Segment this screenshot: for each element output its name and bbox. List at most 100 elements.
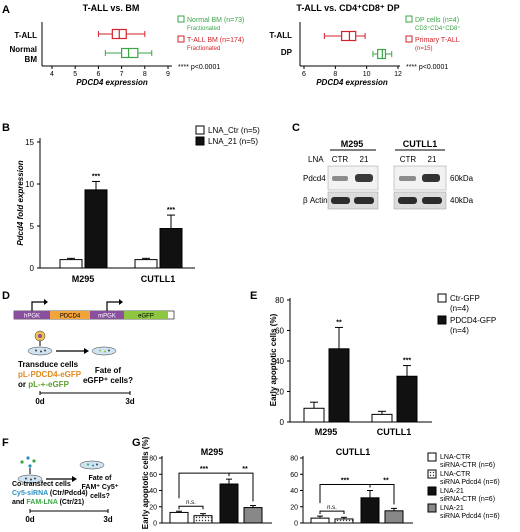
panel-f-line-3: and FAM-LNA (Ctr/21)	[12, 499, 84, 506]
panel-letter-b: B	[2, 122, 10, 134]
bar	[134, 259, 158, 269]
vector-mpgk	[90, 311, 124, 319]
panel-a-right-label-tall: T-ALL	[269, 31, 292, 40]
panel-letter-c: C	[292, 122, 300, 134]
legend-sublabel: siRNA-CTR (n=6)	[440, 496, 495, 503]
legend-sublabel: (n=15)	[415, 46, 433, 52]
panel-f-process-arrow-head	[72, 476, 77, 482]
panel-a-right-pvalue: **** p<0.0001	[406, 64, 448, 71]
legend-n: (n=4)	[450, 304, 469, 313]
legend-swatch	[405, 35, 413, 43]
bracket-s2	[370, 484, 395, 505]
bar	[243, 507, 263, 524]
panel-f-fate-3: cells?	[90, 493, 110, 500]
bracket-ns-label: n.s.	[327, 505, 337, 511]
legend-sublabel: siRNA Pdcd4 (n=6)	[440, 479, 500, 486]
western-blot-image	[327, 165, 447, 210]
category-label: M295	[72, 274, 95, 284]
panel-a-left-label-bm-2: BM	[25, 55, 38, 64]
legend-sublabel: siRNA Pdcd4 (n=6)	[440, 513, 500, 520]
blot-cell-line-m295: M295	[341, 139, 364, 149]
panel-e: E Early apoptotic cells (%) 0 20 40 60 80 **…	[250, 290, 496, 437]
panel-f-and: and	[12, 499, 26, 506]
legend-swatch	[427, 469, 437, 479]
panel-f-line-1: Co-transfect cells	[12, 481, 71, 488]
panel-f-dish-start	[17, 474, 43, 484]
y-tick-label: 40	[275, 357, 284, 366]
panel-b-ylabel: Pdcd4 fold expression	[16, 160, 25, 245]
panel-a-right-title: T-ALL vs. CD4⁺CD8⁺ DP	[296, 3, 399, 13]
bar	[310, 517, 330, 524]
panel-letter-a: A	[2, 4, 10, 16]
panel-d-construct-1: pL-PDCD4-eGFP	[18, 370, 82, 379]
category-label: M295	[315, 427, 338, 437]
promoter-arrow-2-head	[119, 299, 123, 305]
panel-a-left-xlabel: PDCD4 expression	[76, 78, 148, 87]
blot-lane-1: CTR	[332, 155, 349, 164]
vector-label-pdcd4: PDCD4	[60, 314, 81, 320]
vector-label-hpgk: hPGK	[24, 314, 40, 320]
y-tick-label: 0	[153, 521, 157, 528]
vector-label-egfp: eGFP	[138, 314, 154, 320]
legend-label: Ctr-GFP	[450, 294, 480, 303]
dish-icon-start	[27, 346, 53, 356]
box-iqr	[377, 48, 387, 60]
legend-label: PDCD4-GFP	[450, 316, 496, 325]
x-tick-label: 8	[333, 71, 337, 78]
legend-sublabel: siRNA-CTR (n=6)	[440, 462, 495, 469]
panel-a-right-xlabel: PDCD4 expression	[316, 78, 388, 87]
y-tick-label: 80	[149, 456, 157, 463]
panel-f-ctr-pdcd4: (Ctr/Pdcd4)	[48, 490, 88, 497]
blot-lane-4: 21	[428, 155, 437, 164]
lentivirus-icon	[34, 330, 46, 342]
chart-title: CUTLL1	[336, 447, 371, 457]
legend-label: Normal BM (n=73)	[187, 17, 244, 24]
panel-d-construct-line: or pL-+-eGFP	[18, 380, 70, 389]
y-tick-label: 20	[290, 504, 298, 511]
bracket-s2	[229, 472, 254, 502]
panel-d-day0: 0d	[35, 397, 44, 406]
panel-e-bars: ** M295 *** CUTLL1	[303, 319, 418, 437]
legend-swatch	[177, 15, 185, 23]
panel-g: G Early apoptotic cells (%) M295 0 20 40 60 8…	[132, 436, 500, 529]
panel-d-construct-2: pL-+-eGFP	[28, 380, 69, 389]
x-tick-label: 6	[96, 71, 100, 78]
y-tick-label: 40	[149, 488, 157, 495]
bracket-s1-label: ***	[200, 466, 208, 473]
panel-letter-e: E	[250, 290, 257, 302]
bar	[328, 348, 350, 423]
panel-d-step: Transduce cells	[18, 360, 79, 369]
y-tick-label: 0	[30, 264, 35, 273]
legend-swatch	[437, 293, 447, 303]
panel-d-day3: 3d	[125, 397, 134, 406]
box-iqr	[120, 47, 139, 59]
legend-label: LNA-21	[440, 505, 464, 512]
panel-g-ylabel: Early apoptotic cells (%)	[141, 436, 150, 529]
panel-f-cy5: Cy5-siRNA	[12, 490, 48, 497]
y-tick-label: 20	[275, 388, 284, 397]
dish-icon-end	[91, 346, 117, 356]
legend-label: LNA-CTR	[440, 471, 470, 478]
panel-b-bars: *** M295 *** CUTLL1	[59, 173, 183, 284]
bracket-ns	[319, 510, 345, 515]
bar	[219, 483, 239, 524]
panel-f-ctr-21: (Ctr/21)	[58, 499, 84, 506]
promoter-arrow-1-head	[44, 299, 48, 305]
bar	[84, 189, 108, 269]
panel-a-left-label-bm-1: Normal	[9, 45, 37, 54]
legend-label: LNA_Ctr (n=5)	[208, 126, 260, 135]
legend-swatch	[427, 486, 437, 496]
y-tick-label: 5	[30, 222, 35, 231]
panel-f: F Co-transfect cells Cy5-siRNA (Ctr/Pdcd…	[2, 437, 119, 524]
bar	[159, 228, 183, 269]
panel-a-right-ticks: 6 8 10 12	[302, 66, 402, 78]
y-tick-label: 60	[275, 327, 284, 336]
blot-cell-line-cutll1: CUTLL1	[403, 139, 438, 149]
x-tick-label: 10	[363, 71, 371, 78]
panel-a-left-label-tall: T-ALL	[14, 31, 37, 40]
box-iqr	[341, 30, 357, 42]
panel-letter-d: D	[2, 290, 10, 302]
panel-a-right-label-dp: DP	[281, 48, 293, 57]
promoter-arrow-1	[31, 301, 44, 311]
legend-sublabel: CD3⁺CD4⁺CD8⁺	[415, 25, 461, 32]
